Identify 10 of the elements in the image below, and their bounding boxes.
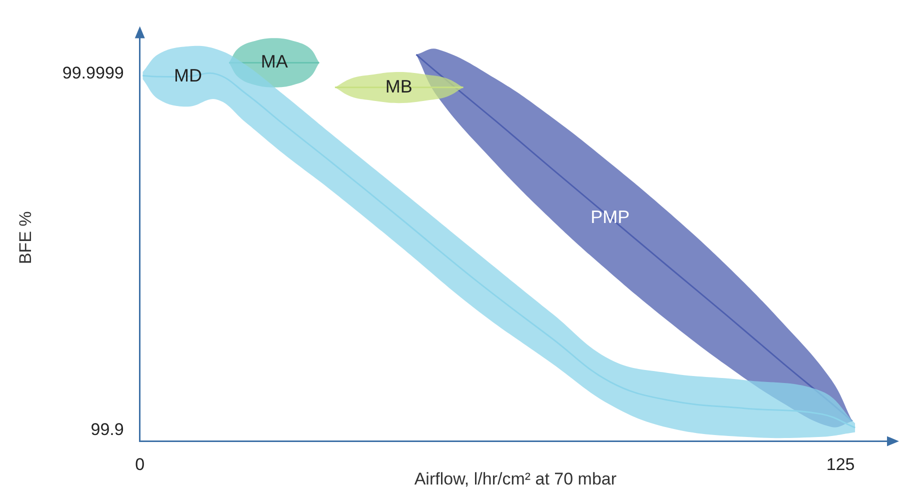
series-label: MA xyxy=(260,52,288,72)
y-axis-title: BFE % xyxy=(16,211,35,264)
series-label: MB xyxy=(385,76,412,97)
series-label: MD xyxy=(174,65,202,86)
y-tick-label: 99.9 xyxy=(90,420,124,440)
x-tick-label: 0 xyxy=(135,455,145,474)
x-tick-label: 125 xyxy=(826,455,855,474)
series-label: PMP xyxy=(590,206,630,227)
x-axis-title: Airflow, l/hr/cm² at 70 mbar xyxy=(414,469,617,488)
y-tick-label: 99.9999 xyxy=(62,64,124,83)
